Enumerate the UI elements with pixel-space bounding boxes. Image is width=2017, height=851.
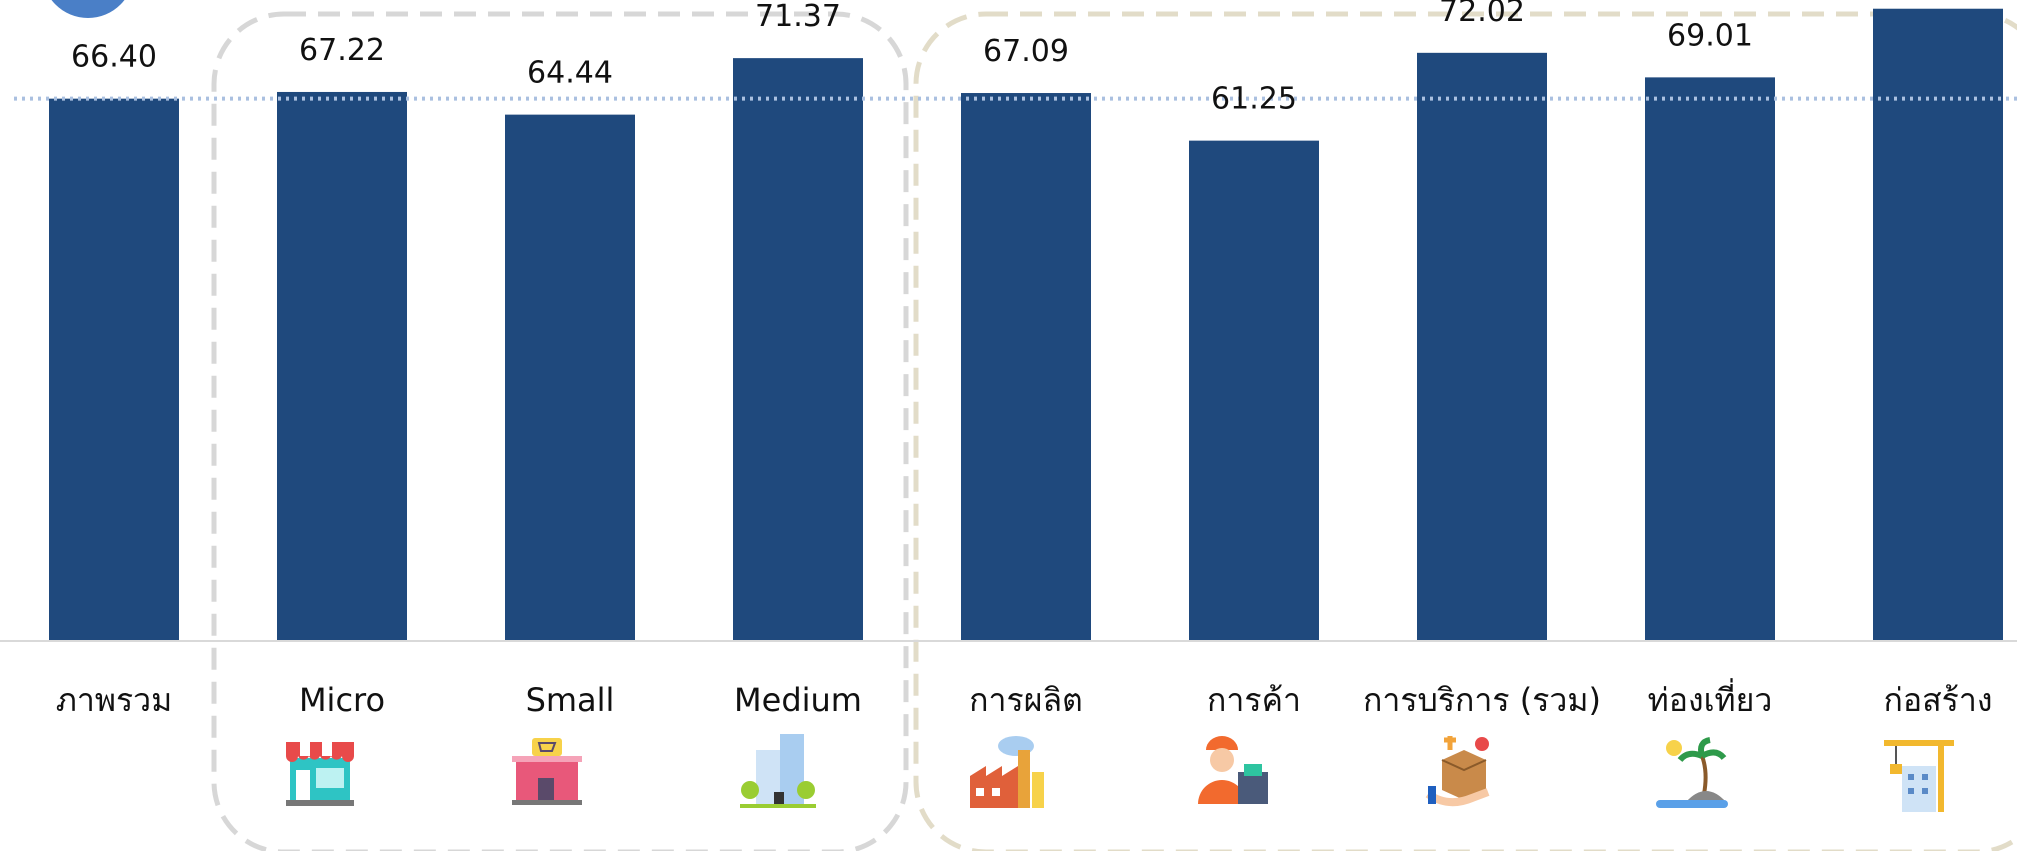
- bar: [1645, 77, 1775, 640]
- construction-crane-icon: [1884, 740, 1954, 812]
- bar: [1189, 140, 1319, 640]
- category-label: ท่องเที่ยว: [1648, 678, 1773, 719]
- bar: [733, 58, 863, 640]
- value-label: 67.22: [299, 33, 385, 68]
- bar: [49, 98, 179, 641]
- office-building-icon: [740, 734, 816, 808]
- category-labels-layer: ภาพรวม Micro Small Medium การผลิต การค้า การบร…: [56, 678, 1993, 719]
- shop-cart-icon: [512, 738, 582, 805]
- value-label: 67.09: [983, 34, 1069, 69]
- storefront-icon: [286, 742, 354, 806]
- value-label: 64.44: [527, 56, 613, 91]
- value-label: 69.01: [1667, 18, 1753, 53]
- category-label: Micro: [299, 681, 385, 719]
- category-label: Small: [526, 681, 615, 719]
- value-label: 72.02: [1439, 0, 1525, 29]
- category-label: ภาพรวม: [56, 681, 172, 719]
- bar: [1873, 8, 2003, 640]
- category-label: การผลิต: [969, 681, 1083, 719]
- sector-group-frame: [913, 11, 2017, 851]
- corner-badge: [51, 0, 125, 18]
- category-label: Medium: [734, 681, 862, 719]
- value-label: 66.40: [71, 40, 157, 75]
- value-labels-layer: 66.40 67.22 64.44 71.37 67.09 61.25 72.02 69.01…: [71, 0, 1753, 117]
- value-label: 71.37: [755, 0, 841, 34]
- bar: [961, 93, 1091, 641]
- category-label: ก่อสร้าง: [1884, 681, 1993, 719]
- beach-island-icon: [1656, 737, 1728, 808]
- service-box-icon: [1425, 736, 1490, 807]
- size-group-frame: [211, 11, 909, 851]
- value-label: 61.25: [1211, 82, 1297, 117]
- category-label: การค้า: [1207, 681, 1301, 719]
- category-label: การบริการ (รวม): [1363, 681, 1601, 719]
- bars-layer: [49, 8, 2003, 641]
- bar: [1417, 52, 1547, 641]
- bar: [277, 91, 407, 640]
- bar: [505, 114, 635, 641]
- cashier-icon: [1198, 736, 1268, 804]
- factory-icon: [970, 736, 1044, 808]
